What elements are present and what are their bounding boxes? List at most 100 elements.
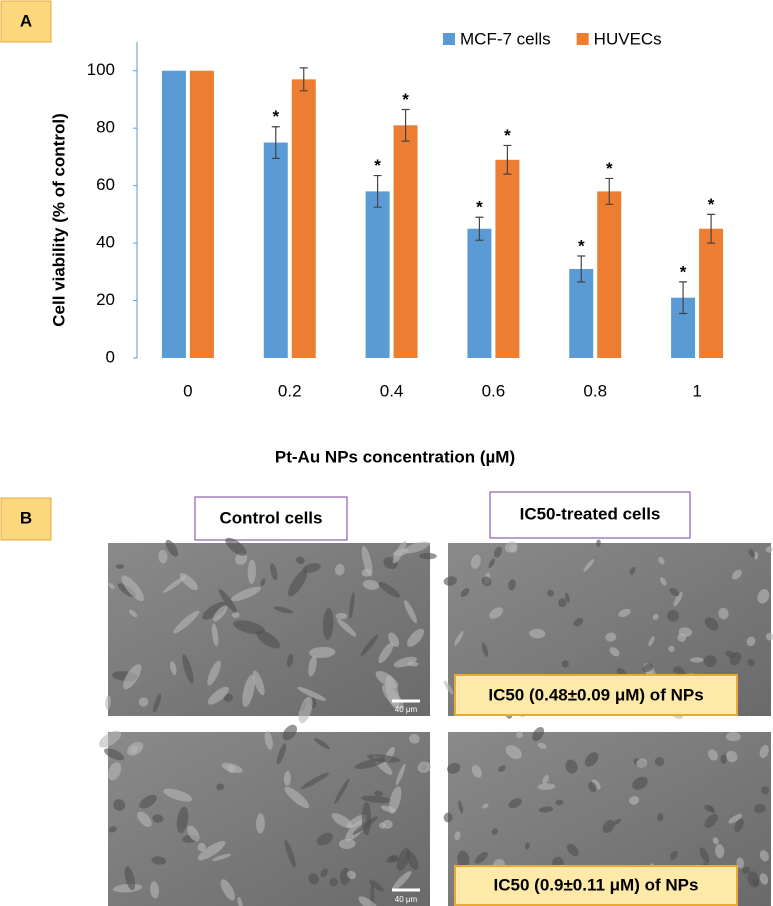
cell (298, 696, 313, 724)
cell (454, 831, 461, 841)
cell (391, 871, 412, 891)
cell (537, 742, 547, 750)
cell (591, 779, 601, 790)
cell (547, 589, 554, 597)
significance-mark: * (504, 126, 511, 145)
cell (362, 579, 380, 590)
cell (223, 693, 234, 702)
cell (537, 783, 556, 790)
cell (308, 873, 319, 885)
cell (197, 842, 206, 852)
cell (163, 575, 187, 593)
cell (583, 559, 595, 572)
cell (532, 726, 545, 742)
cell (349, 592, 355, 620)
cell (707, 749, 718, 761)
cell (270, 563, 278, 581)
cell (757, 588, 770, 604)
cell (725, 731, 741, 742)
cell (753, 551, 759, 560)
y-tick-label: 0 (106, 347, 115, 366)
cell (334, 563, 345, 576)
cell (558, 598, 567, 608)
error-bar (577, 255, 586, 283)
cell (689, 657, 704, 663)
cell (573, 617, 584, 627)
cell (252, 670, 265, 696)
cell (636, 758, 648, 768)
cell (629, 566, 636, 575)
bar (263, 142, 288, 358)
bar (467, 228, 492, 358)
cell (165, 539, 179, 557)
cell (508, 798, 522, 809)
cell (409, 733, 420, 744)
cell (564, 592, 570, 603)
panel-label: B (20, 508, 32, 527)
cell (150, 881, 160, 899)
cell (182, 654, 194, 684)
cell (508, 579, 516, 591)
cell (247, 559, 256, 585)
panel-label-box (0, 497, 52, 541)
x-tick-label: 0.2 (278, 381, 302, 400)
cell (308, 655, 317, 677)
y-tick-label: 80 (96, 118, 115, 137)
cell (729, 652, 742, 666)
bar (291, 79, 316, 358)
cell (529, 628, 546, 639)
cell (654, 757, 665, 767)
cell (361, 568, 372, 577)
cell (170, 661, 177, 675)
cell (642, 663, 653, 673)
cell (618, 608, 631, 618)
cell (458, 800, 464, 814)
cell (138, 697, 149, 707)
cell (720, 754, 727, 764)
cell (337, 618, 357, 637)
error-bar (503, 144, 512, 175)
significance-mark: * (272, 107, 279, 126)
cell (443, 576, 457, 586)
y-tick-label: 40 (96, 233, 115, 252)
cell (388, 786, 402, 814)
cell (648, 636, 655, 647)
cell (242, 674, 255, 707)
cell (284, 839, 296, 868)
cell (726, 750, 738, 763)
cell (220, 879, 235, 901)
cell (216, 783, 225, 791)
cell (151, 856, 167, 865)
cell (392, 540, 407, 564)
x-axis-title: Pt-Au NPs concentration (µM) (275, 447, 515, 466)
cell (121, 575, 145, 602)
cell (338, 838, 356, 850)
cell (212, 605, 228, 622)
cell (334, 778, 350, 805)
cell (230, 586, 262, 602)
cell (235, 552, 248, 565)
cell (658, 556, 665, 565)
bar (393, 125, 418, 359)
cell (231, 612, 240, 618)
caption-box (454, 674, 738, 716)
cell (296, 556, 305, 565)
cell (354, 758, 386, 769)
bar (365, 191, 390, 358)
cell (361, 801, 372, 836)
cell (759, 850, 769, 862)
cell (152, 814, 164, 823)
cell (419, 552, 437, 560)
significance-mark: * (374, 156, 381, 175)
cell (173, 610, 200, 634)
cell (374, 790, 384, 797)
cell (284, 786, 310, 809)
cell (105, 695, 111, 710)
cell (370, 883, 375, 906)
title-box (194, 496, 348, 541)
cell (555, 799, 564, 806)
cell (605, 632, 617, 642)
cell (596, 539, 601, 547)
cell (524, 842, 530, 850)
cell (488, 558, 496, 569)
